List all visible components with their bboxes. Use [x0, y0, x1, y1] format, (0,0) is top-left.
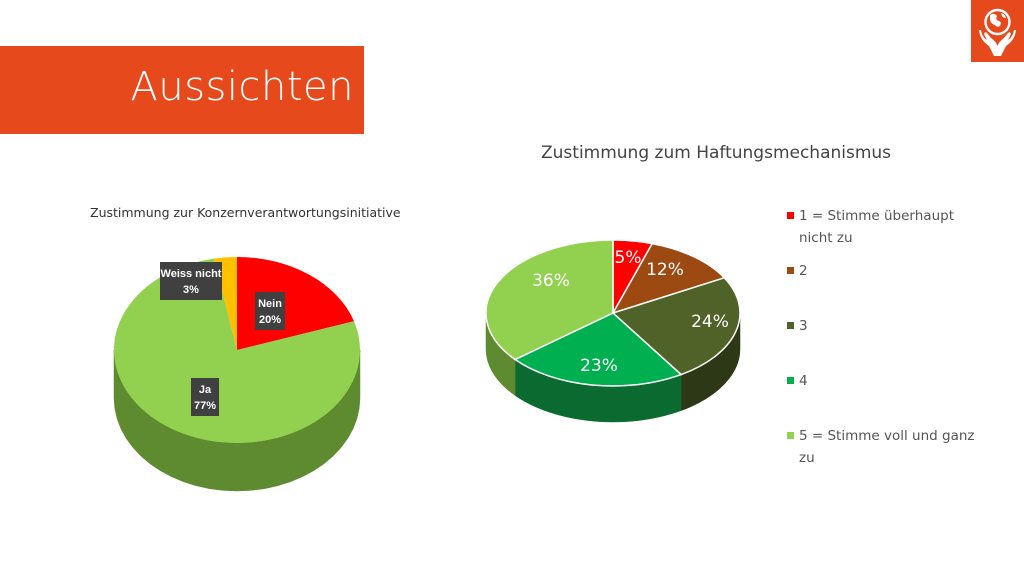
legend-label: 2 — [799, 263, 808, 279]
globe-in-hands-icon — [979, 8, 1016, 56]
legend-swatch — [787, 322, 794, 329]
data-label-category: Ja — [199, 384, 212, 396]
data-label-value: 3% — [183, 284, 199, 296]
pie-slice — [513, 312, 683, 387]
pie-slice — [611, 276, 741, 376]
pie-slice — [485, 239, 614, 361]
data-label-value: 20% — [259, 314, 281, 326]
pie-slice — [611, 242, 726, 315]
data-label-box — [160, 262, 222, 300]
legend-label: 3 — [799, 318, 808, 334]
data-label-box — [255, 292, 285, 330]
data-label-category: Weiss nicht — [161, 268, 222, 280]
legend-swatch — [787, 432, 794, 439]
pie-slice — [113, 258, 360, 443]
data-label-category: Nein — [258, 298, 282, 310]
data-label-value: 12% — [646, 260, 684, 280]
legend-swatch — [787, 377, 794, 384]
chart-2-title: Zustimmung zum Haftungsmechanismus — [541, 143, 892, 163]
legend-label: 4 — [799, 373, 808, 389]
legend-label: 1 = Stimme überhaupt nicht zu — [799, 208, 954, 246]
slide-title: Aussichten — [130, 64, 354, 110]
data-label-box — [191, 378, 219, 416]
data-label-value: 24% — [691, 312, 729, 332]
legend-swatch — [787, 212, 794, 219]
title-banner: Aussichten — [0, 46, 364, 134]
data-label-value: 36% — [532, 271, 570, 291]
legend-label: 5 = Stimme voll und ganz zu — [799, 428, 975, 466]
logo-box — [971, 0, 1024, 62]
chart-1-title: Zustimmung zur Konzernverantwortungsinit… — [90, 205, 401, 220]
data-label-value: 77% — [194, 400, 216, 412]
data-label-value: 5% — [615, 248, 642, 268]
legend-swatch — [787, 267, 794, 274]
data-label-value: 23% — [580, 356, 618, 376]
